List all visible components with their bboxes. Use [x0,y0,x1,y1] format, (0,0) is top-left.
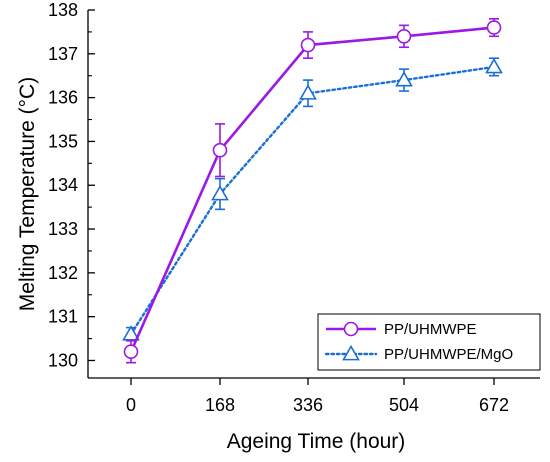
series-pp-uhmwpe-mgo [122,57,503,342]
x-tick-label: 336 [293,395,323,415]
y-tick-label: 134 [48,175,78,195]
data-point [300,37,316,53]
data-point [486,20,502,35]
y-tick-label: 137 [48,44,78,64]
data-point [211,184,229,201]
legend: PP/UHMWPE PP/UHMWPE/MgO [317,313,541,371]
data-point [395,70,413,87]
axes: 130 131 132 133 134 135 136 137 138 0 168 336 504 672… [16,0,540,453]
data-point [212,142,228,158]
data-point [396,28,412,44]
series-line [129,26,495,353]
x-axis-title: Ageing Time (hour) [227,430,406,453]
data-point [123,344,139,360]
legend-label: PP/UHMWPE/MgO [384,346,513,363]
y-tick-label: 136 [48,88,78,108]
legend-label: PP/UHMWPE [384,321,477,338]
legend-marker [343,321,359,337]
y-tick-label: 130 [48,350,78,370]
y-axis-title: Melting Temperature (°C) [16,77,39,311]
y-tick-label: 131 [48,307,78,327]
x-tick-label: 168 [205,395,235,415]
data-point [299,84,317,100]
y-tick-label: 133 [48,219,78,239]
x-tick-label: 0 [126,395,136,415]
series-pp-uhmwpe [123,17,502,364]
data-point [485,57,503,74]
x-tick-label: 672 [479,395,509,415]
y-tick-label: 132 [48,263,78,283]
y-tick-label: 135 [48,131,78,151]
legend-marker [342,344,360,361]
x-tick-label: 504 [389,395,419,415]
data-point [122,325,140,341]
series-layer [122,17,503,364]
y-tick-label: 138 [48,0,78,20]
